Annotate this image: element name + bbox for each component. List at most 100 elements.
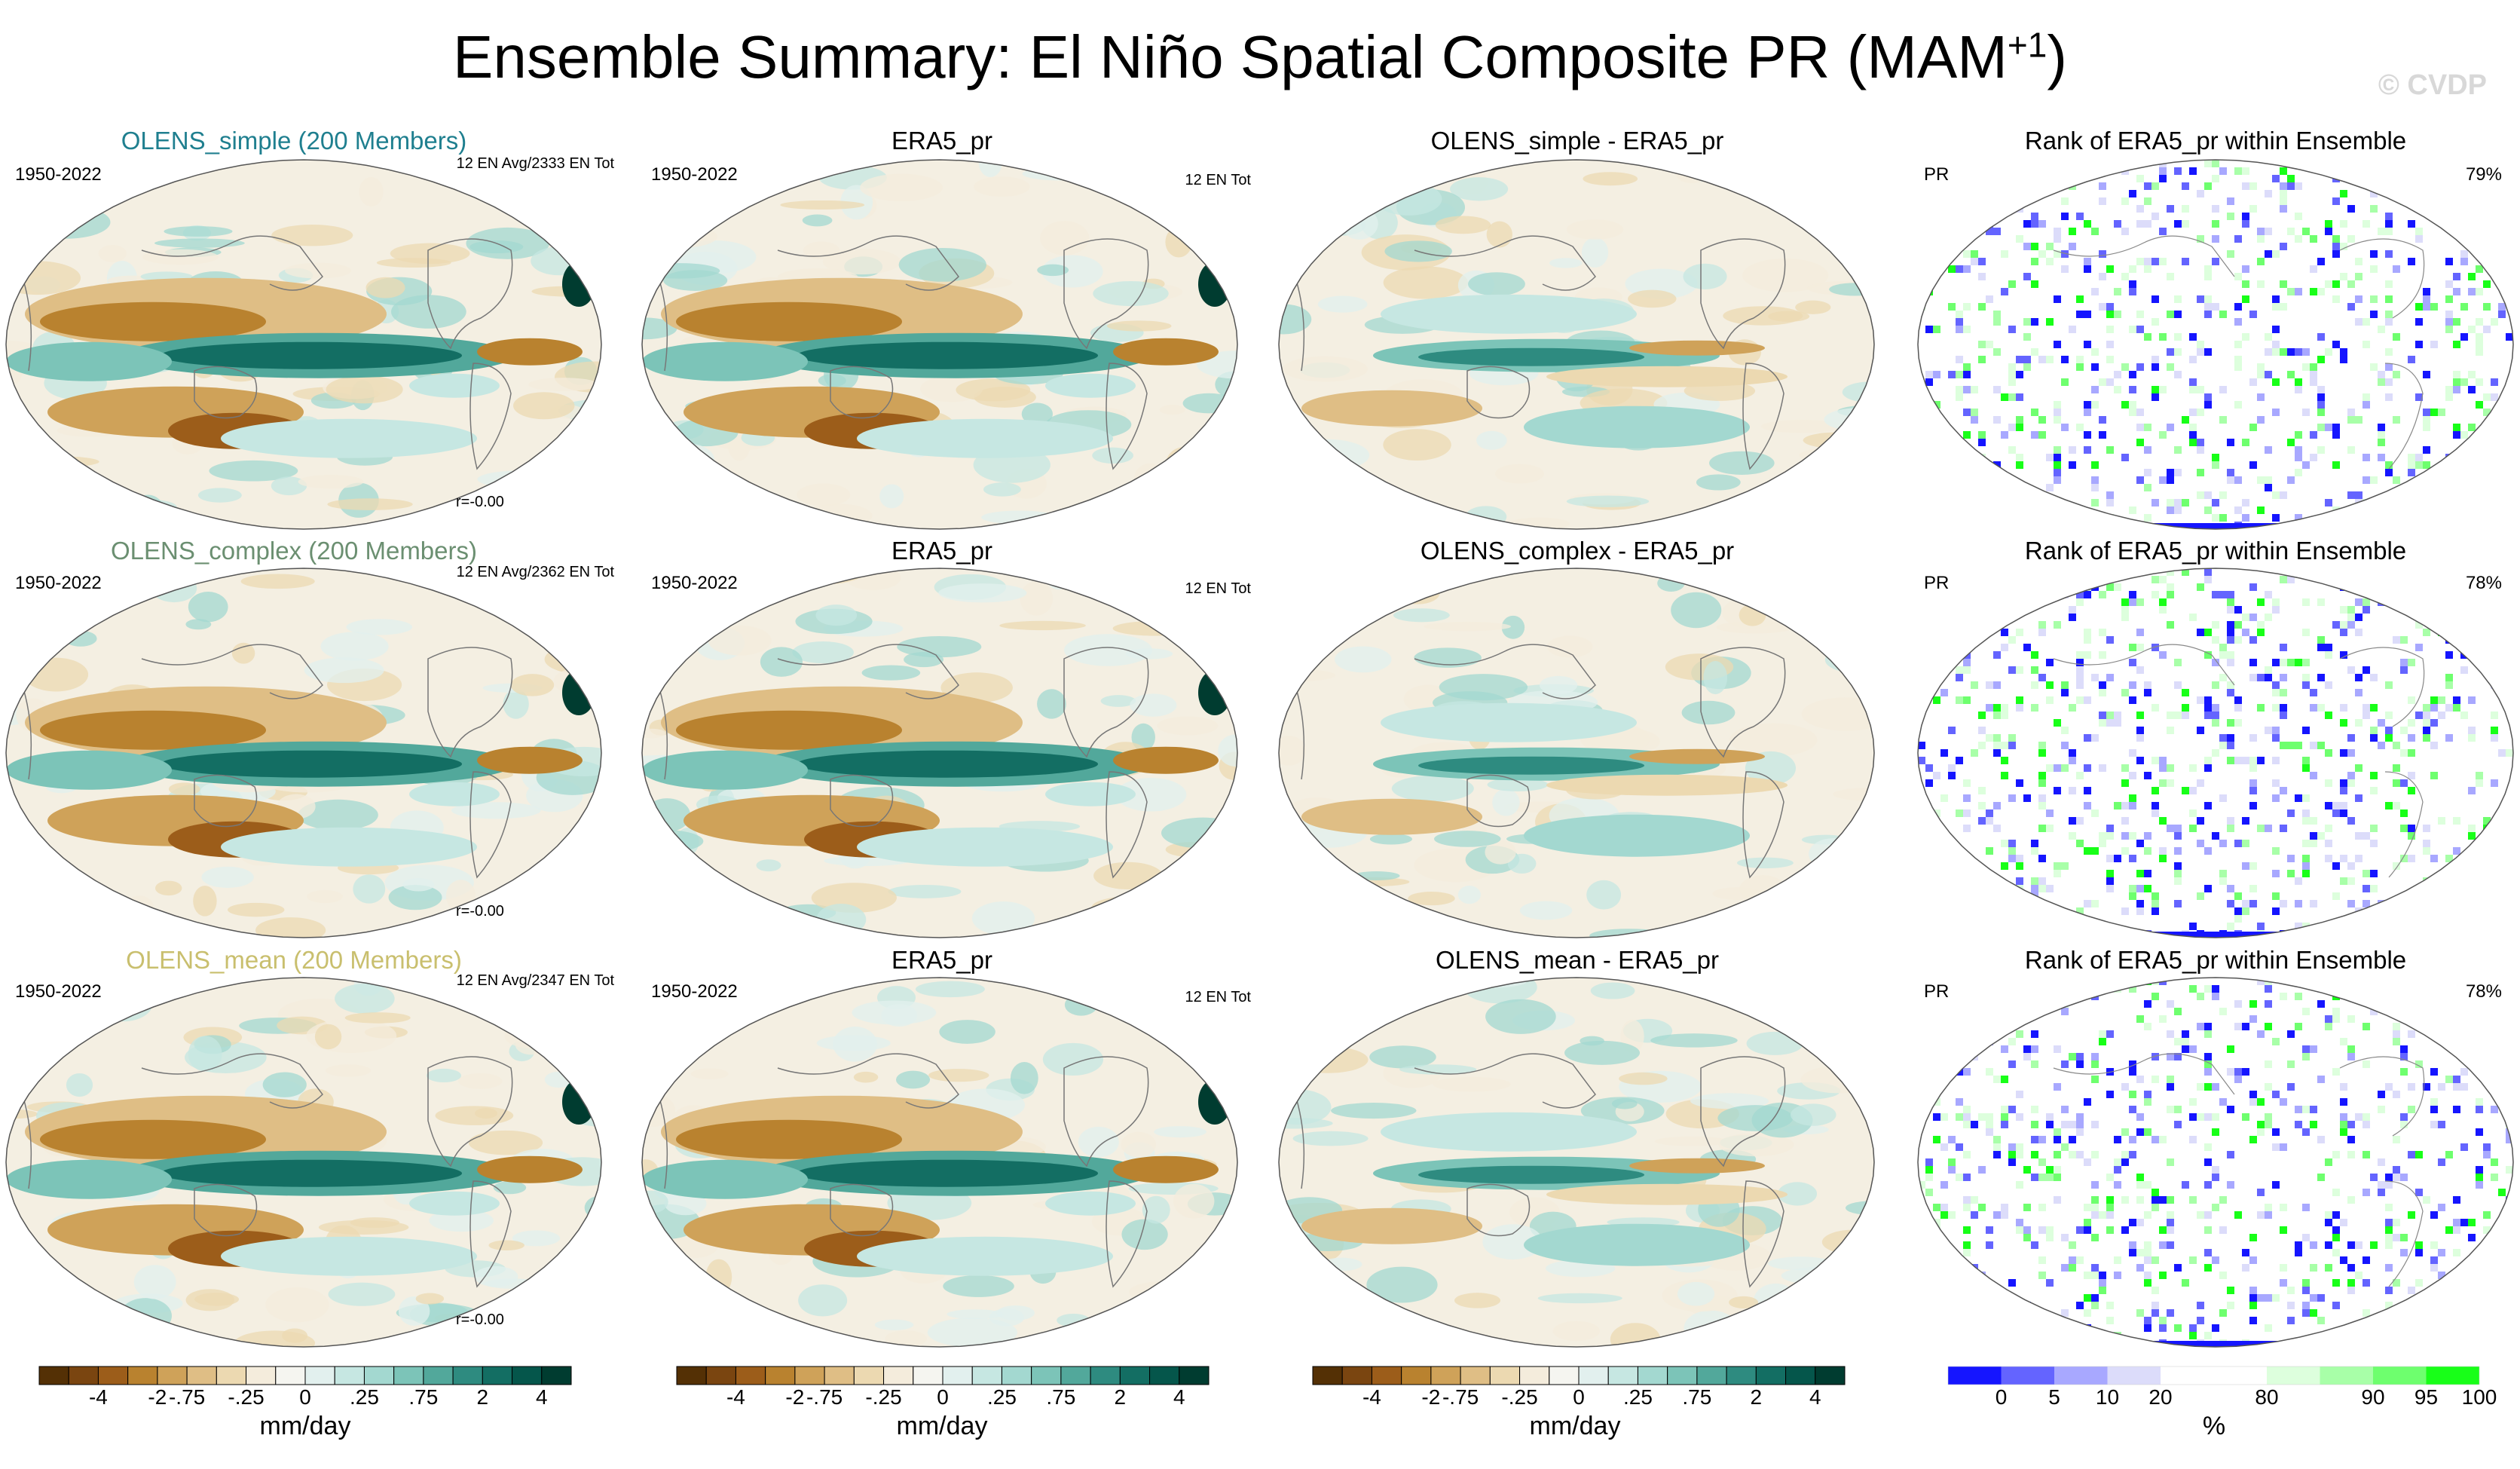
anomaly-patch bbox=[255, 917, 326, 938]
rank-cell bbox=[2362, 1332, 2370, 1339]
rank-cell bbox=[2460, 1143, 2468, 1151]
anomaly-patch bbox=[1449, 512, 1490, 529]
rank-cell bbox=[2498, 506, 2506, 514]
anomaly-band bbox=[642, 1159, 808, 1199]
rank-cell bbox=[2106, 855, 2114, 862]
rank-cell bbox=[2001, 393, 2008, 401]
rank-cell bbox=[2460, 333, 2468, 341]
anomaly-patch bbox=[1819, 1311, 1852, 1339]
rank-cell bbox=[2423, 424, 2430, 431]
rank-cell bbox=[2114, 288, 2121, 295]
colorbar-swatch bbox=[1549, 1366, 1580, 1385]
rank-cell bbox=[2174, 900, 2182, 907]
rank-cell bbox=[2332, 461, 2340, 469]
rank-cell bbox=[2023, 644, 2031, 651]
rank-cell bbox=[2204, 1181, 2212, 1189]
rank-cell bbox=[2136, 1015, 2144, 1023]
rank-cell bbox=[2016, 160, 2023, 167]
anomaly-patch bbox=[1830, 460, 1874, 481]
rank-cell bbox=[2061, 1234, 2069, 1241]
rank-cell bbox=[1956, 499, 1963, 506]
rank-cell bbox=[2280, 689, 2287, 696]
rank-cell bbox=[2046, 809, 2054, 817]
rank-cell bbox=[2182, 712, 2189, 719]
rank-cell bbox=[2069, 1241, 2076, 1249]
rank-cell bbox=[1993, 491, 2001, 499]
rank-cell bbox=[2121, 832, 2129, 840]
rank-cell bbox=[2302, 363, 2310, 371]
rank-cell bbox=[2136, 1181, 2144, 1189]
rank-cell bbox=[2091, 900, 2099, 907]
rank-cell bbox=[2091, 1302, 2099, 1309]
rank-cell bbox=[1933, 484, 1940, 491]
rank-cell bbox=[2468, 326, 2476, 333]
rank-cell bbox=[2189, 378, 2197, 386]
anomaly-patch bbox=[1495, 464, 1544, 484]
rank-cell bbox=[2287, 742, 2295, 749]
colorbar-swatch bbox=[1430, 1366, 1461, 1385]
rank-cell bbox=[2295, 213, 2302, 220]
rank-cell bbox=[2099, 303, 2106, 311]
rank-cell bbox=[2129, 386, 2136, 393]
rank-cell bbox=[2242, 629, 2249, 636]
rank-cell bbox=[2453, 386, 2460, 393]
anomaly-patch bbox=[690, 1068, 729, 1080]
rank-cell bbox=[2023, 243, 2031, 250]
rank-cell bbox=[2174, 1324, 2182, 1332]
rank-cell bbox=[2001, 514, 2008, 522]
rank-cell bbox=[2174, 499, 2182, 506]
map-outline bbox=[641, 159, 1238, 530]
rank-cell bbox=[2046, 659, 2054, 666]
rank-cell bbox=[1925, 614, 1933, 621]
anomaly-patch bbox=[1334, 895, 1388, 917]
anomaly-band bbox=[1381, 294, 1637, 334]
rank-cell bbox=[1993, 978, 2001, 985]
anomaly-patch bbox=[1057, 1314, 1090, 1327]
rank-cell bbox=[2476, 779, 2483, 787]
rank-cell bbox=[2054, 719, 2061, 727]
rank-cell bbox=[2189, 809, 2197, 817]
rank-cell bbox=[1978, 431, 1986, 439]
rank-cell bbox=[2167, 591, 2174, 598]
rank-cell bbox=[2385, 213, 2393, 220]
rank-cell bbox=[2144, 1211, 2151, 1219]
rank-cell bbox=[2234, 696, 2242, 704]
rank-cell bbox=[2370, 840, 2378, 847]
rank-cell bbox=[2204, 1211, 2212, 1219]
rank-cell bbox=[2476, 1174, 2483, 1181]
rank-cell bbox=[1918, 409, 1925, 416]
rank-cell bbox=[2129, 696, 2136, 704]
rank-cell bbox=[2121, 817, 2129, 825]
rank-cell bbox=[2136, 1076, 2144, 1083]
rank-cell bbox=[2234, 303, 2242, 311]
anomaly-patch bbox=[6, 440, 41, 454]
colorbar-swatch bbox=[127, 1366, 158, 1385]
rank-cell bbox=[2001, 1302, 2008, 1309]
panel-title-rank-row2: Rank of ERA5_pr within Ensemble bbox=[2024, 537, 2407, 565]
anomaly-patch bbox=[1746, 1031, 1803, 1055]
anomaly-patch bbox=[1106, 320, 1172, 332]
rank-cell bbox=[1993, 742, 2001, 749]
anomaly-band bbox=[676, 301, 902, 341]
rank-cell bbox=[2219, 1272, 2227, 1279]
anomaly-patch bbox=[1754, 1283, 1799, 1319]
coastline-south-america bbox=[469, 363, 512, 470]
rank-cell bbox=[2174, 1121, 2182, 1128]
rank-cell bbox=[2159, 1196, 2167, 1204]
rank-cell bbox=[2385, 228, 2393, 235]
correlation-label-row3: r=-0.00 bbox=[456, 1311, 504, 1328]
rank-cell bbox=[2061, 1060, 2069, 1068]
rank-cell bbox=[2445, 923, 2453, 930]
rank-cell bbox=[2182, 1279, 2189, 1287]
anomaly-patch bbox=[1790, 1103, 1836, 1126]
rank-cell bbox=[2438, 817, 2445, 825]
anomaly-patch bbox=[673, 479, 745, 496]
rank-cell bbox=[2280, 787, 2287, 794]
coastline-north-america bbox=[427, 1056, 513, 1168]
rank-cell bbox=[2385, 220, 2393, 228]
rank-cell bbox=[2099, 273, 2106, 280]
rank-cell bbox=[2069, 704, 2076, 712]
anomaly-patch bbox=[1369, 834, 1412, 845]
rank-cell bbox=[1986, 606, 1993, 614]
anomaly-patch bbox=[488, 1240, 524, 1250]
